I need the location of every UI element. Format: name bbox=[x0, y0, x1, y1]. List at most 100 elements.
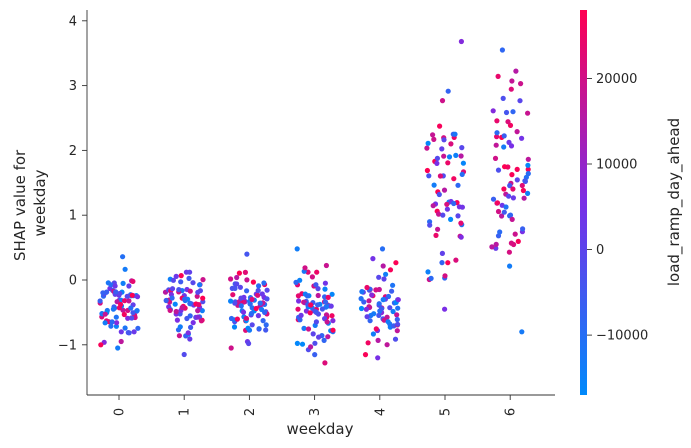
scatter-point bbox=[325, 294, 331, 300]
scatter-point bbox=[108, 323, 114, 329]
colorbar-tick-label: −10000 bbox=[596, 329, 648, 344]
x-tick-label: 1 bbox=[178, 408, 193, 416]
scatter-point bbox=[514, 177, 520, 183]
scatter-point bbox=[448, 216, 454, 222]
scatter-point bbox=[425, 140, 431, 146]
scatter-point bbox=[373, 326, 379, 332]
y-axis-label: SHAP value for weekday bbox=[11, 145, 49, 261]
scatter-point bbox=[458, 153, 464, 159]
scatter-point bbox=[330, 327, 336, 333]
scatter-point bbox=[125, 330, 131, 336]
scatter-point bbox=[295, 306, 301, 312]
scatter-point bbox=[510, 195, 516, 201]
scatter-point bbox=[431, 136, 437, 142]
scatter-point bbox=[187, 300, 193, 306]
scatter-point bbox=[380, 263, 386, 269]
scatter-point bbox=[259, 291, 265, 297]
scatter-point bbox=[509, 78, 515, 84]
scatter-point bbox=[319, 306, 325, 312]
scatter-point bbox=[424, 167, 430, 174]
scatter-point bbox=[242, 269, 248, 275]
scatter-point bbox=[380, 297, 386, 303]
scatter-point bbox=[379, 306, 385, 312]
scatter-point bbox=[118, 329, 124, 335]
scatter-point bbox=[230, 292, 236, 298]
x-tick-label: 2 bbox=[243, 408, 258, 416]
scatter-point bbox=[195, 308, 201, 314]
scatter-point bbox=[255, 292, 261, 298]
scatter-point bbox=[117, 290, 123, 297]
scatter-point bbox=[190, 280, 196, 286]
scatter-point bbox=[439, 250, 445, 256]
scatter-point bbox=[453, 152, 459, 158]
scatter-point bbox=[113, 314, 119, 320]
scatter-point bbox=[173, 308, 179, 315]
scatter-point bbox=[301, 325, 307, 331]
scatter-point bbox=[510, 186, 516, 192]
scatter-point bbox=[518, 81, 524, 87]
scatter-point bbox=[385, 319, 391, 325]
scatter-point bbox=[384, 314, 390, 320]
scatter-point bbox=[169, 286, 176, 292]
scatter-point bbox=[255, 287, 261, 294]
scatter-point bbox=[315, 292, 321, 299]
scatter-point bbox=[437, 123, 443, 129]
scatter-point bbox=[190, 320, 196, 326]
scatter-point bbox=[197, 288, 203, 294]
scatter-point bbox=[118, 338, 124, 345]
scatter-point bbox=[395, 305, 401, 311]
scatter-point bbox=[507, 212, 514, 218]
scatter-point bbox=[232, 300, 238, 306]
scatter-point bbox=[430, 203, 436, 209]
scatter-point bbox=[458, 234, 464, 240]
scatter-point bbox=[246, 327, 253, 333]
scatter-point bbox=[376, 301, 382, 307]
scatter-point bbox=[376, 274, 382, 280]
scatter-point bbox=[490, 108, 496, 114]
scatter-point bbox=[182, 296, 188, 302]
scatter-point bbox=[229, 285, 235, 291]
scatter-point bbox=[240, 309, 247, 315]
scatter-point bbox=[514, 129, 520, 135]
x-axis-label: weekday bbox=[286, 420, 353, 438]
scatter-point bbox=[228, 276, 234, 282]
scatter-point bbox=[427, 222, 433, 228]
scatter-point bbox=[177, 324, 183, 330]
scatter-point bbox=[365, 340, 371, 346]
scatter-point bbox=[296, 298, 302, 304]
scatter-point bbox=[329, 313, 335, 319]
scatter-point bbox=[517, 98, 523, 104]
scatter-point bbox=[167, 307, 173, 313]
colorbar-tick-label: 20000 bbox=[596, 72, 637, 87]
scatter-point bbox=[125, 315, 131, 321]
scatter-point bbox=[525, 156, 531, 162]
scatter-point bbox=[120, 280, 126, 286]
scatter-point bbox=[395, 321, 401, 327]
scatter-point bbox=[495, 167, 502, 173]
scatter-point bbox=[507, 263, 513, 269]
scatter-point bbox=[394, 328, 400, 334]
scatter-point bbox=[135, 325, 141, 331]
scatter-point bbox=[231, 324, 238, 330]
scatter-point bbox=[394, 312, 400, 318]
scatter-point bbox=[313, 282, 319, 288]
scatter-point bbox=[431, 182, 437, 188]
scatter-point bbox=[508, 86, 514, 92]
scatter-point bbox=[390, 282, 396, 288]
scatter-point bbox=[497, 229, 503, 235]
scatter-point bbox=[444, 201, 450, 207]
scatter-point bbox=[114, 320, 120, 326]
scatter-point bbox=[525, 166, 531, 172]
scatter-point bbox=[179, 304, 185, 311]
scatter-point bbox=[494, 130, 500, 136]
scatter-point bbox=[108, 282, 114, 288]
scatter-point bbox=[249, 296, 255, 302]
scatter-point bbox=[122, 325, 128, 331]
scatter-point bbox=[433, 232, 439, 238]
scatter-point bbox=[437, 173, 443, 179]
scatter-point bbox=[379, 246, 386, 252]
scatter-point bbox=[170, 277, 176, 283]
scatter-point bbox=[446, 154, 453, 160]
y-tick-label: 2 bbox=[69, 144, 77, 159]
